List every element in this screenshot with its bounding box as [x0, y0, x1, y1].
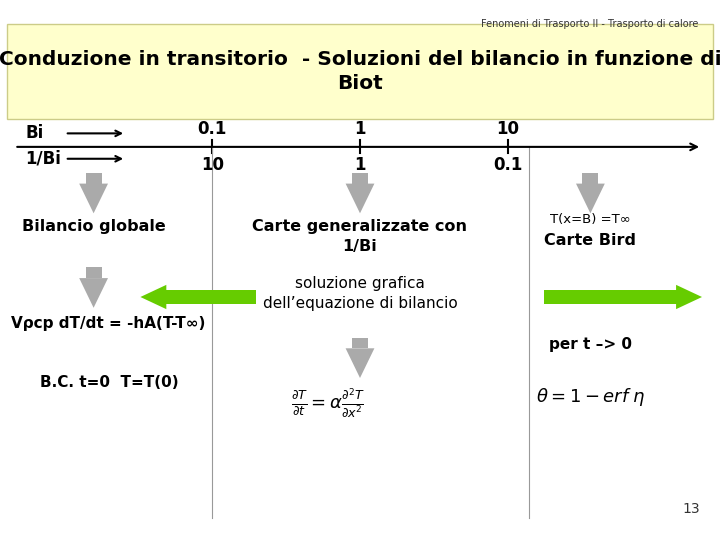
Polygon shape [79, 278, 108, 308]
Polygon shape [346, 184, 374, 213]
FancyBboxPatch shape [352, 173, 368, 184]
Text: 0.1: 0.1 [198, 120, 227, 138]
Text: 1/Bi: 1/Bi [25, 150, 61, 168]
FancyBboxPatch shape [352, 338, 368, 348]
FancyBboxPatch shape [86, 173, 102, 184]
Text: Fenomeni di Trasporto II - Trasporto di calore: Fenomeni di Trasporto II - Trasporto di … [481, 19, 698, 29]
Text: 1: 1 [354, 120, 366, 138]
FancyBboxPatch shape [86, 267, 102, 278]
Text: Bi: Bi [25, 124, 43, 143]
Text: per t –> 0: per t –> 0 [549, 338, 632, 353]
Text: 1: 1 [354, 156, 366, 173]
Text: Carte Bird: Carte Bird [544, 233, 636, 248]
Polygon shape [576, 184, 605, 213]
Text: $\theta = 1 - erf\;\eta$: $\theta = 1 - erf\;\eta$ [536, 386, 645, 408]
Text: Vρcp dT/dt = -hA(T-T∞): Vρcp dT/dt = -hA(T-T∞) [11, 316, 205, 331]
Text: T(x=B) =T∞: T(x=B) =T∞ [550, 213, 631, 226]
FancyBboxPatch shape [162, 291, 256, 303]
Text: 0.1: 0.1 [493, 156, 522, 173]
Text: Carte generalizzate con
1/Bi: Carte generalizzate con 1/Bi [253, 219, 467, 253]
Text: Conduzione in transitorio  - Soluzioni del bilancio in funzione di
Biot: Conduzione in transitorio - Soluzioni de… [0, 50, 720, 93]
Text: soluzione grafica
dell’equazione di bilancio: soluzione grafica dell’equazione di bila… [263, 276, 457, 311]
FancyBboxPatch shape [582, 173, 598, 184]
Polygon shape [346, 348, 374, 378]
Text: B.C. t=0  T=T(0): B.C. t=0 T=T(0) [40, 375, 179, 390]
Polygon shape [140, 285, 166, 309]
FancyBboxPatch shape [7, 24, 713, 119]
Text: 10: 10 [201, 156, 224, 173]
Polygon shape [676, 285, 702, 309]
Polygon shape [79, 184, 108, 213]
Text: 13: 13 [683, 502, 700, 516]
Text: Bilancio globale: Bilancio globale [22, 219, 166, 234]
Text: $\frac{\partial T}{\partial t} = \alpha \frac{\partial^2 T}{\partial x^2}$: $\frac{\partial T}{\partial t} = \alpha … [291, 386, 364, 420]
FancyBboxPatch shape [544, 291, 680, 303]
Text: 10: 10 [496, 120, 519, 138]
